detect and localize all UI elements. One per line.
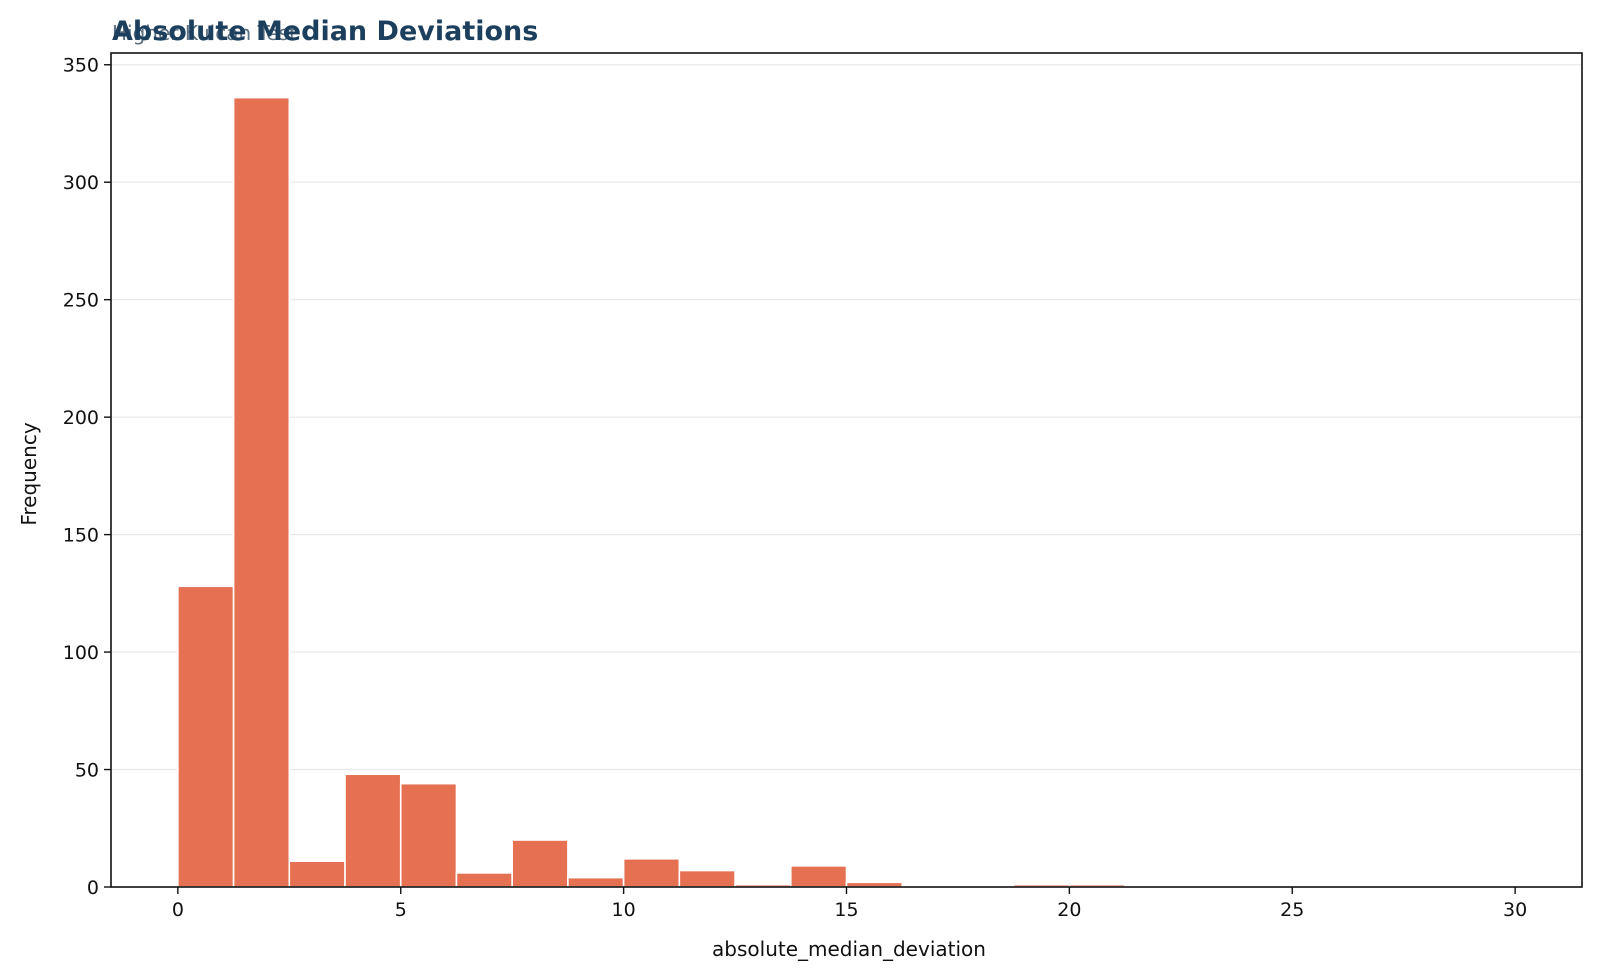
histogram-bar: [511, 839, 569, 888]
histogram-bar: [288, 860, 346, 888]
x-tick-label: 25: [1280, 899, 1304, 921]
histogram-bar: [789, 865, 848, 888]
x-tick-label: 15: [834, 899, 858, 921]
y-tick-label: 350: [63, 55, 99, 77]
histogram-bar: [177, 585, 235, 888]
y-gridlines: [111, 64, 1582, 771]
histogram-bar: [678, 869, 736, 888]
histogram-bar: [344, 773, 402, 888]
x-tick-label: 10: [612, 899, 636, 921]
histogram-bar: [399, 782, 458, 888]
y-axis-ticks: 0 50 100 150 200 250 300 350: [63, 55, 111, 899]
x-tick-label: 0: [172, 899, 184, 921]
y-tick-label: 300: [63, 172, 99, 194]
histogram-bar: [622, 858, 681, 888]
histogram-bar: [455, 872, 513, 888]
plot-frame: [110, 52, 1583, 888]
x-tick-label: 30: [1503, 899, 1527, 921]
histogram-bar: [232, 96, 291, 888]
chart-title: Absolute Median Deviations: [112, 16, 538, 47]
x-axis-ticks: 0 5 10 15 20 25 30: [172, 887, 1527, 921]
y-axis-label: Frequency: [17, 422, 41, 525]
x-axis-label: absolute_median_deviation: [712, 937, 986, 961]
histogram-bar: [567, 876, 625, 888]
y-tick-label: 0: [87, 877, 99, 899]
y-tick-label: 250: [63, 290, 99, 312]
histogram-bars: [177, 96, 1126, 888]
y-tick-label: 100: [63, 642, 99, 664]
y-tick-label: 150: [63, 525, 99, 547]
x-tick-label: 5: [395, 899, 407, 921]
chart-subtitle: Higher Kulcan Test: [112, 21, 297, 45]
x-tick-label: 20: [1057, 899, 1081, 921]
y-tick-label: 200: [63, 407, 99, 429]
y-tick-label: 50: [75, 760, 99, 782]
